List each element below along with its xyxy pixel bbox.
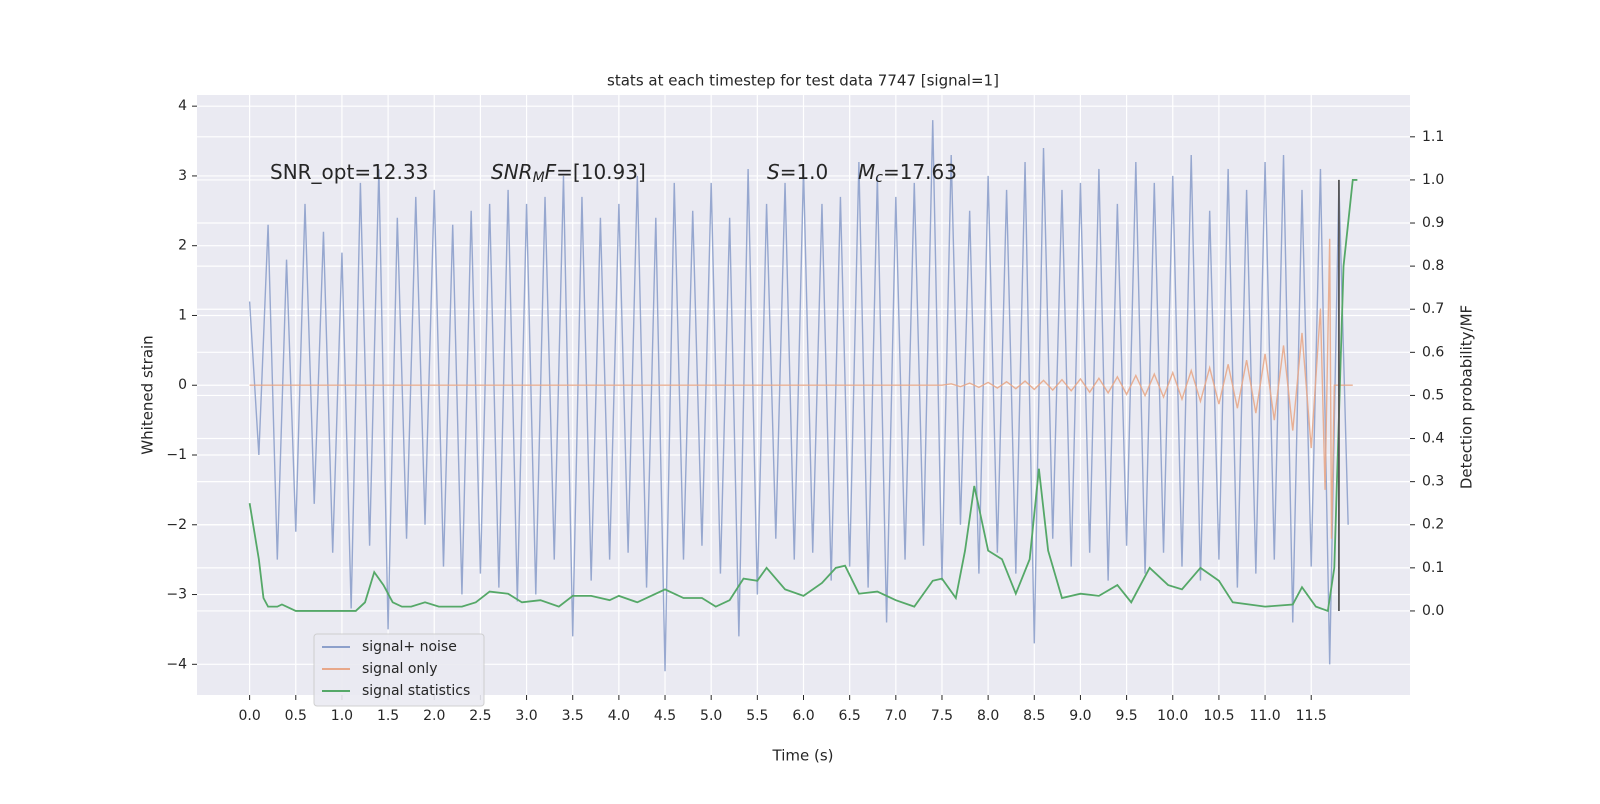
annotation: SNRMF=[10.93]: [491, 160, 646, 187]
chart-title: stats at each timestep for test data 774…: [607, 72, 999, 90]
x-tick-label: 10.5: [1203, 708, 1234, 724]
x-tick-label: 1.0: [331, 708, 353, 724]
y-tick-label: −2: [166, 517, 187, 533]
x-tick-label: 0.0: [238, 708, 260, 724]
x-axis-label: Time (s): [772, 747, 834, 765]
x-tick-label: 7.5: [931, 708, 953, 724]
y2-tick-label: 0.8: [1422, 258, 1444, 274]
x-tick-label: 3.0: [515, 708, 537, 724]
x-tick-label: 1.5: [377, 708, 399, 724]
x-tick-label: 3.5: [562, 708, 584, 724]
x-tick-label: 8.5: [1023, 708, 1045, 724]
annotation: SNR_opt=12.33: [270, 160, 428, 184]
annotation: Mc=17.63: [858, 160, 957, 187]
x-tick-label: 11.5: [1296, 708, 1327, 724]
x-tick-label: 9.0: [1069, 708, 1091, 724]
x-tick-label: 11.0: [1249, 708, 1280, 724]
annotation-part: =17.63: [883, 160, 957, 184]
legend-label: signal statistics: [362, 683, 470, 699]
annotation-part: SNR: [491, 160, 533, 184]
x-tick-label: 6.5: [839, 708, 861, 724]
y-tick-label: 3: [178, 168, 187, 184]
x-tick-label: 6.0: [792, 708, 814, 724]
annotation-part: F: [545, 160, 557, 184]
y2-tick-label: 0.3: [1422, 474, 1444, 490]
y2-tick-label: 0.5: [1422, 387, 1444, 403]
x-tick-label: 2.5: [469, 708, 491, 724]
legend-box: [313, 633, 485, 707]
y2-tick-label: 0.7: [1422, 301, 1444, 317]
legend: signal+ noise signal only signal statistic…: [313, 633, 485, 707]
y2-tick-label: 0.9: [1422, 215, 1444, 231]
x-tick-label: 4.0: [608, 708, 630, 724]
y2-tick-label: 0.4: [1422, 431, 1444, 447]
x-tick-label: 10.0: [1157, 708, 1188, 724]
annotation-part: M: [858, 160, 875, 184]
annotation-part: S: [767, 160, 780, 184]
y2-tick-label: 1.1: [1422, 129, 1444, 145]
legend-label: signal+ noise: [362, 639, 457, 655]
annotation-part: =[10.93]: [556, 160, 646, 184]
y2-tick-label: 0.6: [1422, 344, 1444, 360]
legend-label: signal only: [362, 661, 437, 677]
y-tick-label: 2: [178, 238, 187, 254]
y-tick-label: 1: [178, 307, 187, 323]
y-tick-label: 4: [178, 98, 187, 114]
annotation: S=1.0: [767, 160, 828, 184]
y2-tick-label: 0.2: [1422, 517, 1444, 533]
y-tick-label: −1: [166, 447, 187, 463]
annotation-part: =1.0: [780, 160, 829, 184]
y-tick-label: 0: [178, 377, 187, 393]
x-tick-label: 0.5: [285, 708, 307, 724]
y2-tick-label: 0.0: [1422, 603, 1444, 619]
y2-tick-label: 0.1: [1422, 560, 1444, 576]
series-line: [249, 238, 1353, 539]
series-line: [248, 179, 1358, 613]
x-tick-label: 4.5: [654, 708, 676, 724]
annotation-part: SNR_opt=12.33: [270, 160, 428, 184]
x-tick-label: 8.0: [977, 708, 999, 724]
x-tick-label: 5.5: [746, 708, 768, 724]
annotation-part: M: [533, 170, 545, 186]
x-tick-label: 2.0: [423, 708, 445, 724]
y-axis-label: Whitened strain: [139, 335, 157, 454]
x-tick-label: 5.0: [700, 708, 722, 724]
y2-tick-label: 1.0: [1422, 172, 1444, 188]
series-line: [248, 120, 1349, 672]
y-tick-label: −3: [166, 587, 187, 603]
x-tick-label: 7.0: [885, 708, 907, 724]
y2-axis-label: Detection probability/MF: [1458, 305, 1476, 489]
y-tick-label: −4: [166, 656, 187, 672]
x-tick-label: 9.5: [1115, 708, 1137, 724]
annotation-part: c: [875, 170, 883, 186]
